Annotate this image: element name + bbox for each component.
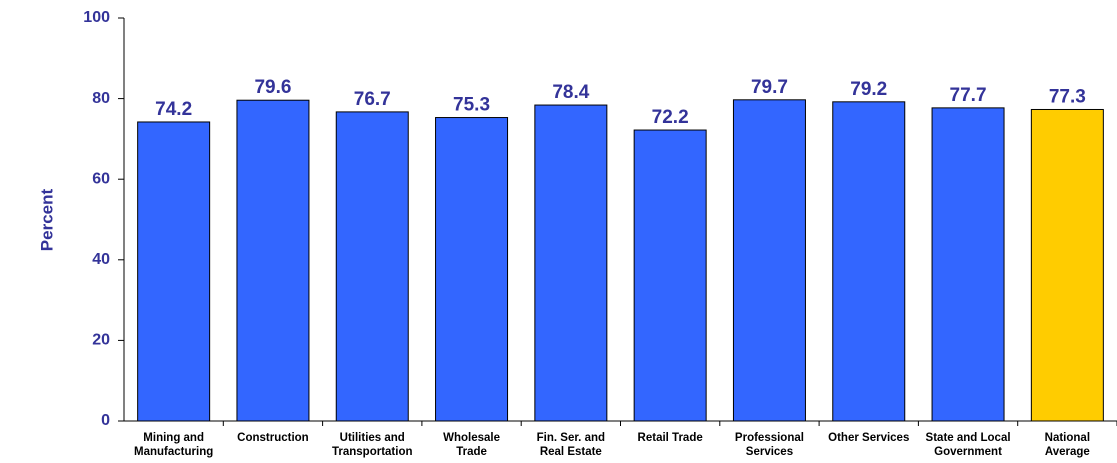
x-tick-label: Professional Services <box>735 432 804 458</box>
value-label: 76.7 <box>354 89 391 110</box>
value-label: 79.2 <box>850 79 887 100</box>
y-tick-label: 100 <box>83 9 110 26</box>
bar <box>1030 108 1104 422</box>
y-tick-label: 20 <box>92 332 110 349</box>
bar <box>633 129 707 422</box>
value-label: 77.3 <box>1049 86 1086 107</box>
bar <box>832 101 906 422</box>
x-tick-label: Wholesale Trade <box>443 432 500 458</box>
y-tick-label: 0 <box>101 412 110 429</box>
bar <box>137 121 211 422</box>
value-label: 72.2 <box>652 107 689 128</box>
bar <box>435 117 509 422</box>
x-tick-label: Construction <box>237 432 309 444</box>
y-tick-label: 80 <box>92 90 110 107</box>
x-tick-label: Utilities and Transportation <box>332 432 413 458</box>
x-tick-label: Fin. Ser. and Real Estate <box>537 432 605 458</box>
bar <box>732 99 806 422</box>
bar <box>534 104 608 422</box>
value-label: 78.4 <box>552 82 589 103</box>
value-label: 74.2 <box>155 99 192 120</box>
y-tick-label: 60 <box>92 170 110 187</box>
x-tick-label: Retail Trade <box>638 432 703 444</box>
value-label: 79.7 <box>751 77 788 98</box>
x-tick-label: Other Services <box>828 432 909 444</box>
value-label: 75.3 <box>453 95 490 116</box>
x-tick-label: National Average <box>1045 432 1090 458</box>
y-tick-label: 40 <box>92 251 110 268</box>
y-axis-label: Percent <box>37 188 56 251</box>
value-label: 77.7 <box>950 85 987 106</box>
x-tick-label: State and Local Government <box>926 432 1011 458</box>
value-label: 79.6 <box>254 77 291 98</box>
bar <box>335 111 409 422</box>
bar <box>236 99 310 422</box>
bar <box>931 107 1005 422</box>
x-tick-label: Mining and Manufacturing <box>134 432 213 458</box>
